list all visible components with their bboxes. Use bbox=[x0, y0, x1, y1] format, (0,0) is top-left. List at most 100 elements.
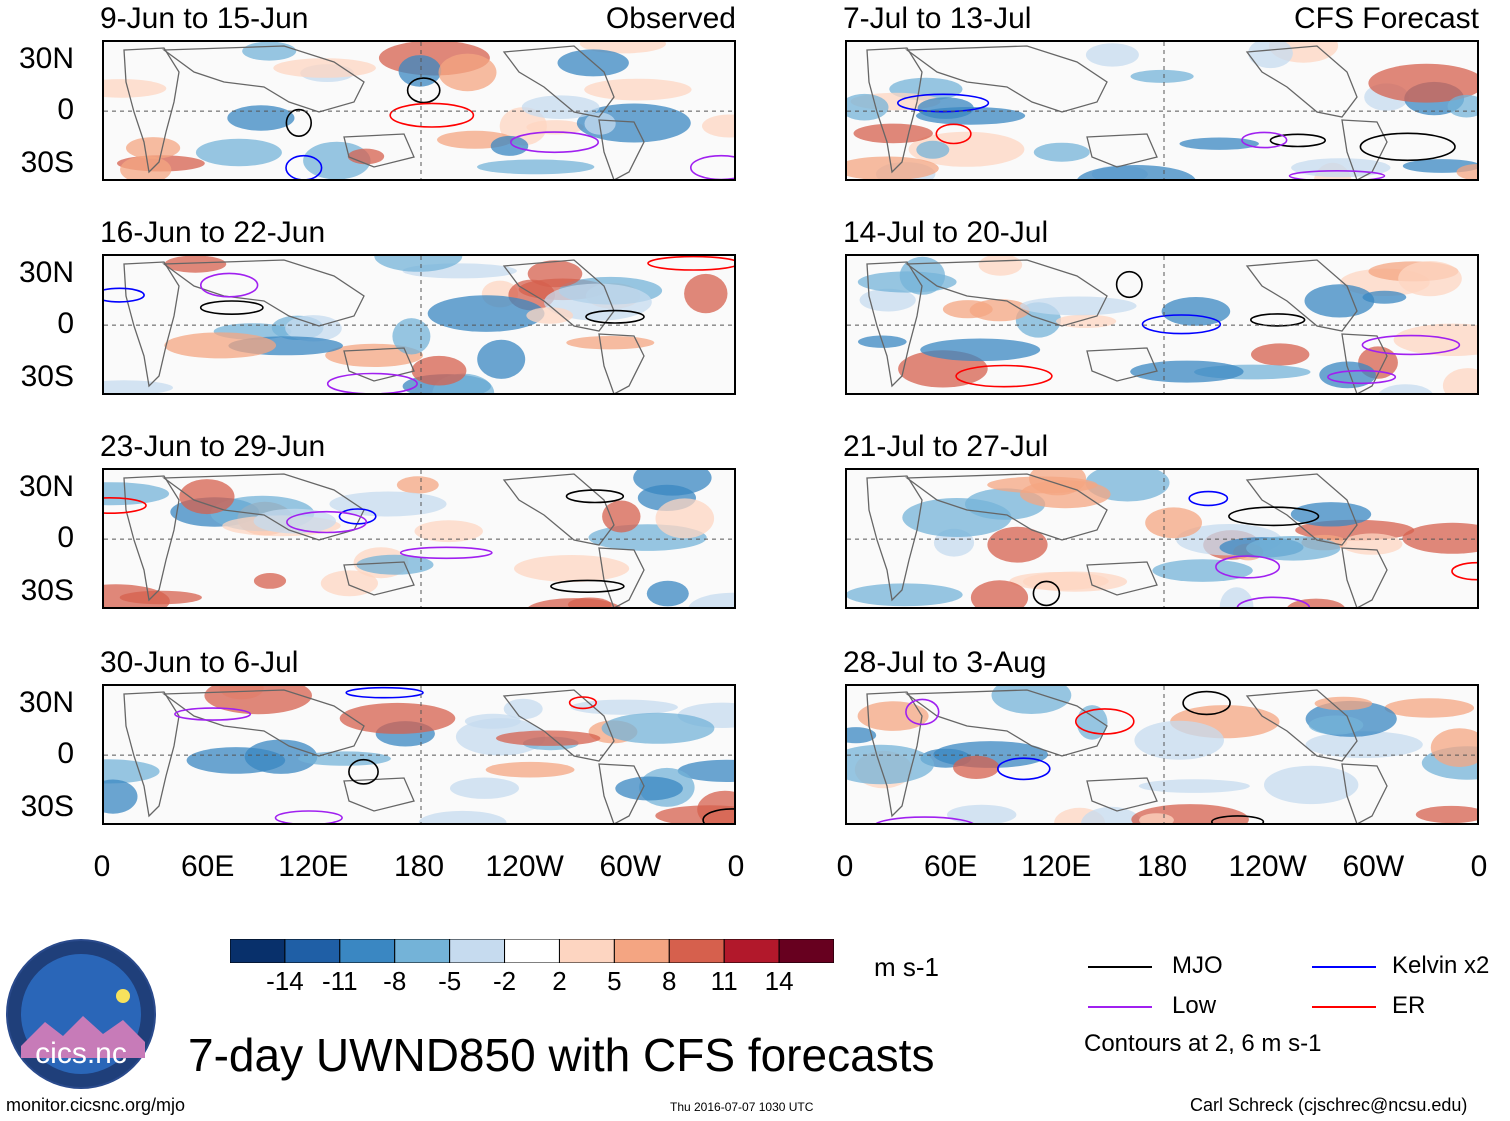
contour-line bbox=[896, 93, 990, 113]
anomaly-patch bbox=[450, 777, 519, 799]
contour-line bbox=[1188, 490, 1229, 507]
anomaly-patch bbox=[853, 123, 933, 144]
y-tick-label: 0 bbox=[57, 93, 74, 126]
anomaly-patch bbox=[570, 699, 678, 715]
anomaly-patch bbox=[414, 520, 483, 543]
anomaly-patch bbox=[392, 318, 431, 355]
anomaly-patch bbox=[566, 336, 655, 350]
continent-outline bbox=[598, 547, 645, 607]
colorbar-swatch bbox=[284, 938, 341, 964]
contour-line bbox=[286, 510, 368, 534]
continent-outline bbox=[866, 261, 923, 388]
continent-outline bbox=[502, 45, 615, 118]
contour-line bbox=[1327, 369, 1397, 385]
continent-outline bbox=[598, 333, 645, 393]
colorbar-swatch bbox=[723, 938, 780, 964]
anomaly-patch bbox=[1056, 314, 1117, 328]
y-tick-label: 30N bbox=[18, 470, 74, 503]
anomaly-patch bbox=[916, 140, 950, 159]
contour-line bbox=[997, 757, 1051, 781]
anomaly-patch bbox=[528, 598, 621, 607]
contour-line bbox=[285, 108, 313, 137]
contour-line bbox=[1269, 133, 1326, 148]
contour-line bbox=[348, 758, 379, 785]
anomaly-patch bbox=[273, 58, 376, 78]
colorbar-swatch bbox=[449, 938, 506, 964]
anomaly-patch bbox=[374, 256, 463, 272]
anomaly-patch bbox=[503, 698, 543, 720]
anomaly-patch bbox=[1393, 323, 1477, 356]
x-tick-label: 120W bbox=[1228, 850, 1307, 883]
anomaly-patch bbox=[987, 476, 1098, 494]
panel-title: 14-Jul to 20-Jul bbox=[843, 216, 1049, 249]
anomaly-patch bbox=[204, 686, 312, 715]
contour-line bbox=[399, 546, 493, 560]
y-tick-label: 0 bbox=[57, 521, 74, 554]
map-svg bbox=[104, 470, 734, 607]
map-panel bbox=[102, 468, 736, 609]
x-tick-label: 180 bbox=[1136, 850, 1188, 883]
legend-label: Kelvin x2 bbox=[1392, 952, 1490, 979]
anomaly-patch bbox=[496, 730, 601, 746]
contour-line bbox=[1115, 270, 1143, 299]
colorbar-level-label: 11 bbox=[710, 966, 738, 996]
map-svg bbox=[847, 256, 1477, 393]
contour-line bbox=[568, 696, 598, 710]
anomaly-patch bbox=[857, 271, 957, 293]
continent-outline bbox=[343, 133, 415, 168]
contour-line bbox=[565, 489, 625, 504]
map-panel bbox=[845, 254, 1479, 395]
anomaly-patch bbox=[477, 159, 595, 175]
panel-title: 30-Jun to 6-Jul bbox=[100, 646, 299, 679]
anomaly-patch bbox=[1152, 559, 1253, 582]
continent-outline bbox=[1341, 547, 1388, 607]
x-tick-label: 0 bbox=[727, 850, 745, 883]
anomaly-patch bbox=[857, 701, 929, 731]
anomaly-patch bbox=[847, 583, 963, 607]
anomaly-patch bbox=[126, 137, 181, 159]
anomaly-patch bbox=[1139, 813, 1174, 823]
colorbar-level-label: -14 bbox=[266, 966, 304, 996]
contour-line bbox=[702, 808, 734, 823]
colorbar-level-label: -5 bbox=[438, 966, 462, 996]
anomaly-patch bbox=[1447, 94, 1477, 118]
legend-label: MJO bbox=[1172, 952, 1223, 979]
anomaly-patch bbox=[526, 307, 574, 324]
x-tick-label: 60W bbox=[1342, 850, 1405, 883]
anomaly-patch bbox=[329, 491, 447, 517]
contour-line bbox=[690, 154, 734, 179]
anomaly-patch bbox=[947, 804, 1017, 823]
anomaly-patch bbox=[1022, 571, 1128, 592]
anomaly-patch bbox=[195, 138, 282, 167]
anomaly-patch bbox=[1314, 696, 1373, 711]
map-panel bbox=[102, 254, 736, 395]
anomaly-patch bbox=[411, 355, 467, 386]
anomaly-patch bbox=[119, 590, 202, 605]
map-svg bbox=[847, 470, 1477, 607]
anomaly-patch bbox=[920, 338, 1041, 362]
continent-outline bbox=[123, 691, 180, 818]
continent-outline bbox=[1341, 763, 1388, 823]
footer-website[interactable]: monitor.cicsnc.org/mjo bbox=[6, 1095, 186, 1115]
colorbar-level-label: 8 bbox=[662, 966, 677, 996]
continent-outline bbox=[1245, 689, 1358, 762]
anomaly-patch bbox=[1430, 728, 1477, 767]
panel-tag: Observed bbox=[605, 2, 736, 35]
continent-outline bbox=[1086, 133, 1158, 168]
anomaly-patch bbox=[1402, 522, 1477, 554]
anomaly-patch bbox=[970, 580, 1029, 607]
anomaly-patch bbox=[179, 479, 235, 515]
map-svg bbox=[104, 686, 734, 823]
anomaly-patch bbox=[1138, 779, 1250, 793]
colorbar-level-label: 14 bbox=[764, 966, 794, 996]
anomaly-patch bbox=[1368, 63, 1477, 103]
colorbar-swatch bbox=[229, 938, 286, 964]
panel-title: 23-Jun to 29-Jun bbox=[100, 430, 326, 463]
legend-swatch bbox=[1312, 1006, 1376, 1008]
legend-swatch bbox=[1312, 966, 1376, 968]
anomaly-patch bbox=[969, 299, 1030, 322]
contour-line bbox=[174, 707, 252, 721]
anomaly-patch bbox=[1384, 698, 1475, 718]
contour-line bbox=[955, 364, 1053, 388]
anomaly-patch bbox=[464, 713, 521, 729]
